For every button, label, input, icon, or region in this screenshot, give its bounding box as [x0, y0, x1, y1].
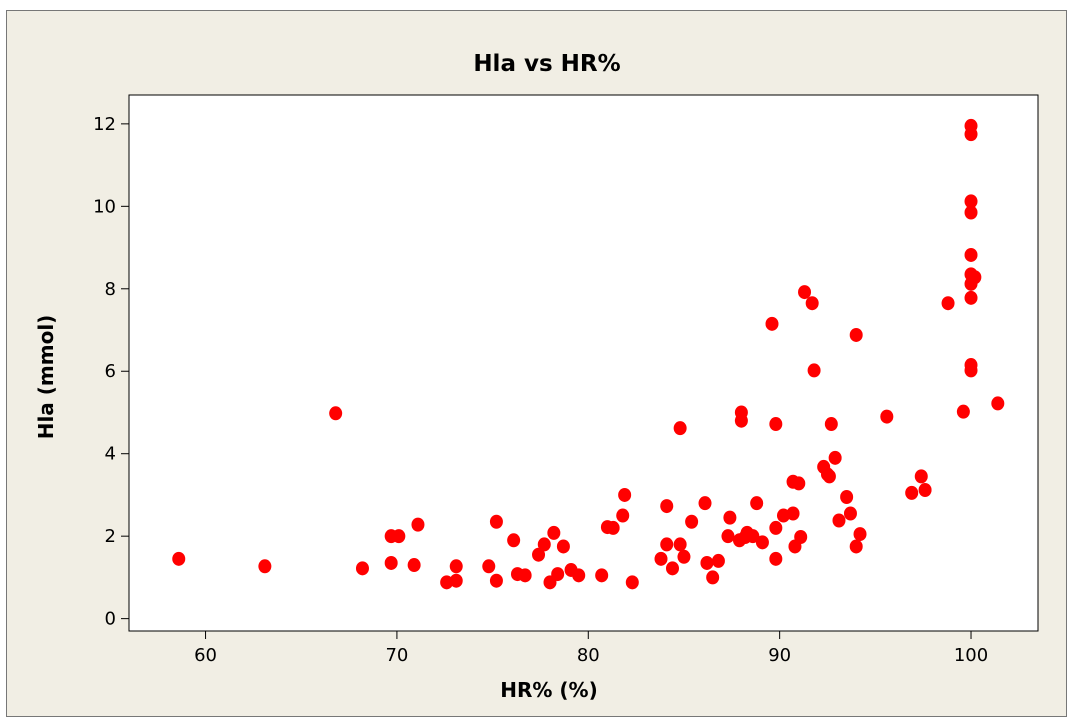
y-tick-label: 0 — [105, 609, 116, 630]
data-point — [532, 547, 546, 562]
data-point — [941, 296, 955, 311]
data-point — [824, 417, 838, 432]
data-point — [822, 469, 836, 484]
data-point — [700, 555, 714, 570]
data-point — [482, 559, 496, 574]
data-point — [556, 539, 570, 554]
data-point — [828, 450, 842, 465]
data-point — [964, 290, 978, 305]
data-point — [551, 567, 565, 582]
data-point — [384, 555, 398, 570]
data-point — [964, 363, 978, 378]
data-point — [734, 413, 748, 428]
y-tick-label: 4 — [105, 444, 116, 465]
data-point — [964, 205, 978, 220]
data-point — [956, 404, 970, 419]
data-point — [547, 525, 561, 540]
data-point — [411, 517, 425, 532]
data-point — [673, 421, 687, 436]
data-point — [769, 417, 783, 432]
x-axis: 60 70 80 90 100 — [194, 631, 988, 666]
data-point — [711, 553, 725, 568]
data-point — [805, 296, 819, 311]
data-point — [853, 527, 867, 542]
data-point — [798, 285, 812, 300]
data-point — [660, 499, 674, 514]
chart-frame: Hla vs HR% 60 70 80 90 100 0 2 4 6 8 10 12 HR% (%)… — [6, 10, 1067, 717]
data-point — [685, 514, 699, 529]
x-tick-label: 90 — [768, 645, 791, 666]
data-point — [746, 529, 760, 544]
data-point — [849, 539, 863, 554]
data-point — [832, 513, 846, 528]
data-point — [723, 510, 737, 525]
data-point — [258, 559, 272, 574]
data-point — [849, 327, 863, 342]
data-point — [765, 316, 779, 331]
data-point — [572, 568, 586, 583]
data-point — [807, 363, 821, 378]
data-point — [392, 529, 406, 544]
y-tick-label: 10 — [93, 196, 116, 217]
data-points — [172, 118, 1005, 590]
data-point — [440, 575, 454, 590]
y-tick-label: 12 — [93, 114, 116, 135]
data-point — [964, 127, 978, 142]
data-point — [905, 485, 919, 500]
data-point — [449, 559, 463, 574]
x-tick-label: 60 — [194, 645, 217, 666]
data-point — [518, 568, 532, 583]
data-point — [507, 533, 521, 548]
data-point — [840, 490, 854, 504]
data-point — [843, 506, 857, 521]
data-point — [880, 409, 894, 424]
y-axis: 0 2 4 6 8 10 12 — [93, 114, 129, 630]
data-point — [964, 247, 978, 262]
data-point — [172, 551, 186, 566]
data-point — [654, 551, 668, 566]
y-tick-label: 2 — [105, 526, 116, 547]
plot-area — [128, 94, 1039, 632]
x-axis-label: HR% (%) — [500, 678, 597, 702]
data-point — [786, 506, 800, 521]
data-point — [794, 529, 808, 544]
data-point — [489, 573, 503, 588]
data-point — [616, 508, 630, 523]
x-tick-label: 80 — [577, 645, 600, 666]
data-point — [665, 561, 679, 576]
data-point — [660, 537, 674, 552]
data-point — [755, 535, 769, 550]
data-point — [991, 396, 1005, 411]
data-point — [677, 549, 691, 564]
data-point — [698, 496, 712, 511]
data-point — [329, 406, 343, 421]
data-point — [537, 537, 551, 552]
data-point — [673, 537, 687, 552]
scatter-chart: Hla vs HR% 60 70 80 90 100 0 2 4 6 8 10 12 HR% (%)… — [34, 51, 1039, 702]
data-point — [918, 482, 932, 497]
data-point — [625, 575, 639, 590]
data-point — [769, 520, 783, 535]
chart-title: Hla vs HR% — [473, 51, 620, 77]
y-tick-label: 8 — [105, 279, 116, 300]
data-point — [769, 551, 783, 566]
data-point — [792, 476, 806, 491]
data-point — [595, 568, 609, 583]
data-point — [706, 570, 720, 585]
data-point — [407, 558, 421, 573]
data-point — [355, 561, 369, 576]
x-tick-label: 70 — [385, 645, 408, 666]
y-tick-label: 6 — [105, 361, 116, 382]
data-point — [914, 469, 928, 484]
data-point — [964, 194, 978, 209]
y-axis-label: Hla (mmol) — [34, 315, 58, 440]
data-point — [750, 496, 764, 511]
data-point — [606, 520, 620, 535]
x-tick-label: 100 — [954, 645, 988, 666]
data-point — [618, 487, 632, 502]
data-point — [968, 270, 982, 285]
data-point — [449, 573, 463, 588]
data-point — [721, 529, 735, 544]
data-point — [489, 514, 503, 529]
